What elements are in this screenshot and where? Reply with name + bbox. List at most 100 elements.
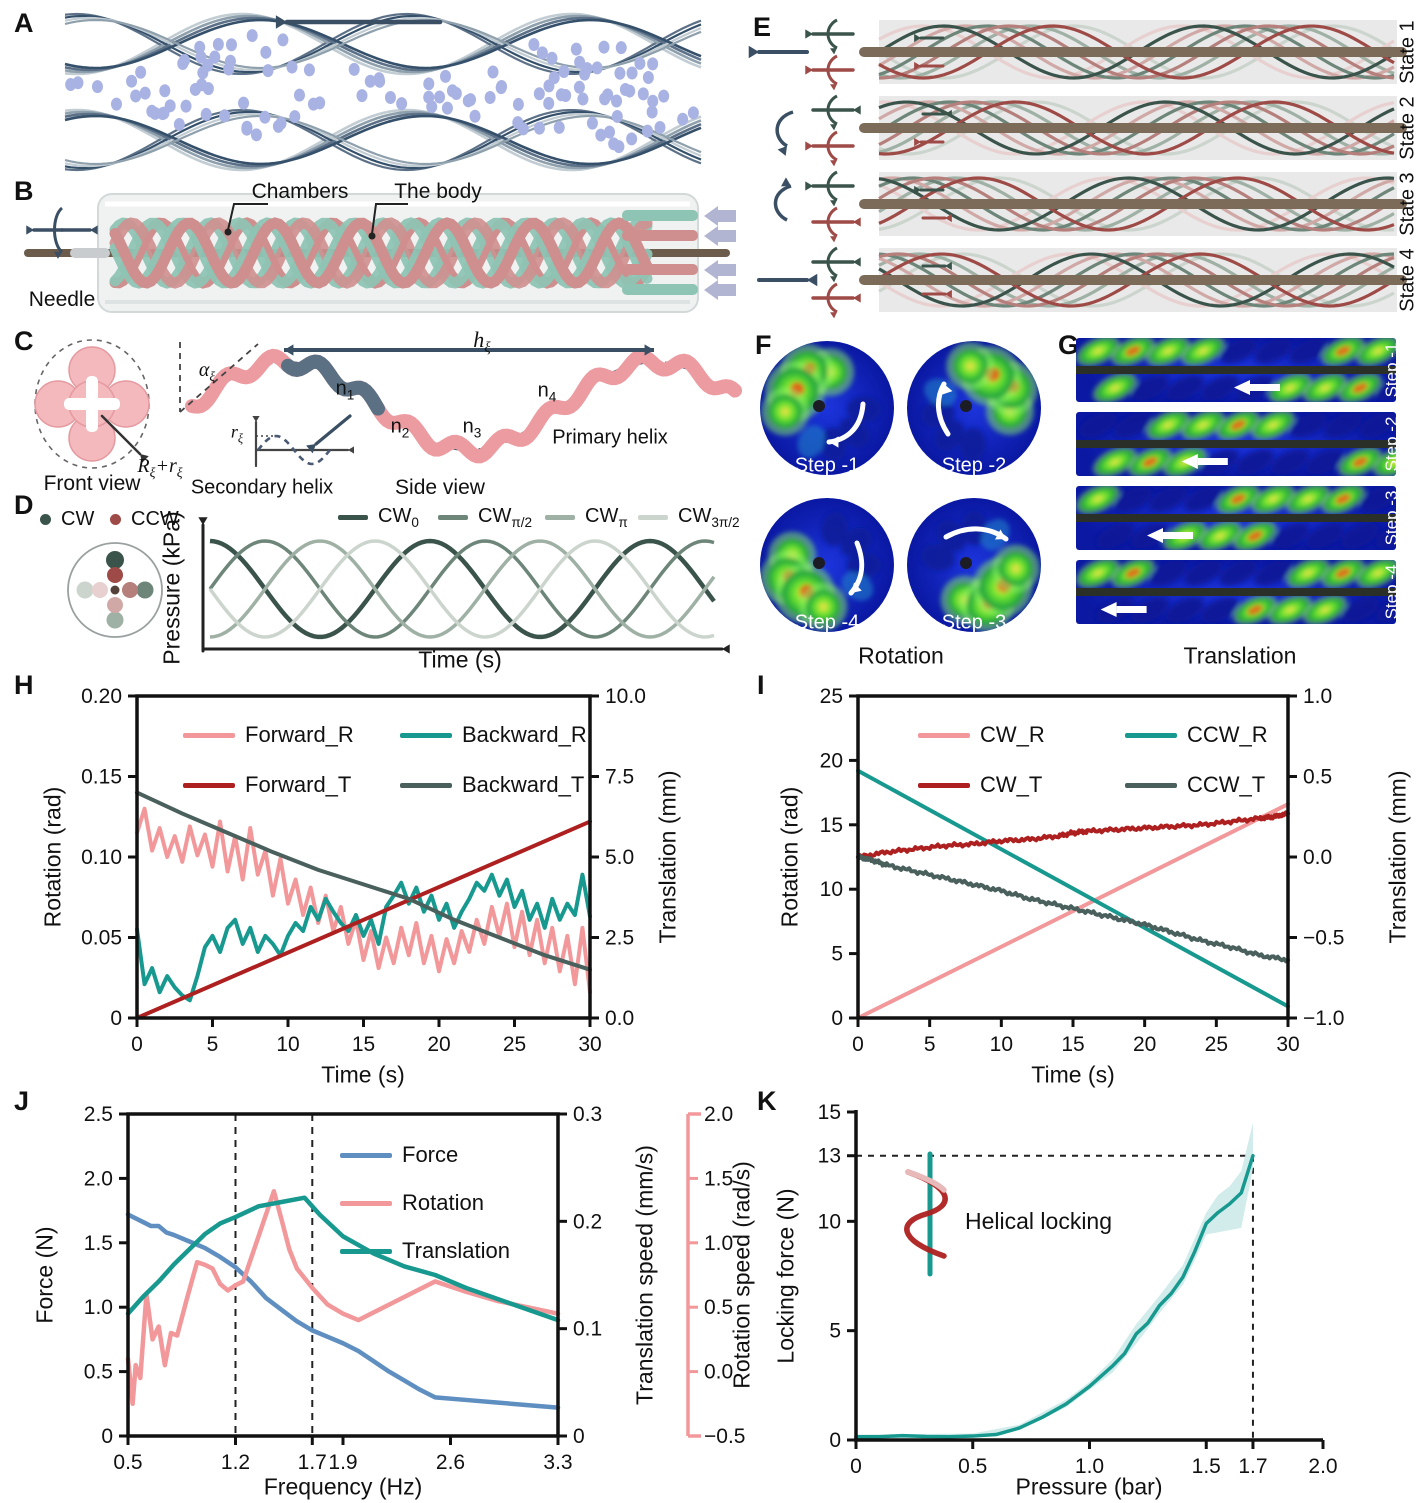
series-Force xyxy=(125,1212,561,1410)
cw-helix-arrow-icon xyxy=(811,94,861,131)
phase-dot xyxy=(107,597,123,613)
series-Backward_T xyxy=(135,790,592,972)
phase-dot xyxy=(106,611,124,629)
svg-text:1.0: 1.0 xyxy=(84,1296,113,1319)
j-xlabel: Frequency (Hz) xyxy=(263,1473,423,1500)
svg-text:15: 15 xyxy=(820,814,843,837)
svg-text:20: 20 xyxy=(820,749,843,772)
needle-dot xyxy=(813,400,825,412)
h-ylabel-right: Translation (mm) xyxy=(654,770,681,944)
ccw-dot-legend: CCW xyxy=(110,508,179,531)
inlet-arrow-icon xyxy=(704,280,736,300)
svg-text:0: 0 xyxy=(852,1033,864,1056)
series-Forward_R xyxy=(135,806,592,995)
rotation-step-arrow xyxy=(943,526,1009,542)
panel-label-h: H xyxy=(14,670,34,700)
translate-rotate-icon xyxy=(26,206,98,259)
svg-text:1.0: 1.0 xyxy=(1303,685,1332,708)
svg-text:2.0: 2.0 xyxy=(84,1167,113,1190)
svg-text:0: 0 xyxy=(101,1425,113,1448)
helical-locking-annotation: Helical locking xyxy=(965,1208,1113,1234)
needle-label: Needle xyxy=(28,288,96,311)
ccw-dot-icon xyxy=(110,514,121,525)
svg-text:0.5: 0.5 xyxy=(704,1296,733,1319)
svg-text:2.5: 2.5 xyxy=(605,927,634,950)
state-1-label: State 1 xyxy=(1396,20,1419,84)
needle-rod xyxy=(1076,588,1396,596)
phase-dot xyxy=(92,582,108,598)
svg-text:2.0: 2.0 xyxy=(704,1103,733,1126)
rotation-caption: Rotation xyxy=(858,642,944,669)
f-step-1-label: Step -1 xyxy=(794,454,860,477)
svg-text:10.0: 10.0 xyxy=(605,685,646,708)
cw-dot-icon xyxy=(40,514,51,525)
svg-text:0: 0 xyxy=(110,1007,122,1030)
series-Locking force xyxy=(854,1153,1255,1439)
svg-text:−1.0: −1.0 xyxy=(1303,1007,1344,1030)
h-legend-backward-t: Backward_T xyxy=(400,772,584,798)
needle-rod xyxy=(859,47,1407,57)
panel-d-pressure-waves-chart xyxy=(67,517,730,654)
f-step-4-label: Step -4 xyxy=(794,611,860,634)
svg-text:1.0: 1.0 xyxy=(704,1232,733,1255)
fea-side-strip xyxy=(1076,560,1396,624)
panel-e-states xyxy=(748,18,1407,319)
rotation-step-arrow xyxy=(848,540,865,596)
panel-c-geometry xyxy=(34,339,742,469)
svg-text:13: 13 xyxy=(818,1145,841,1168)
j-ylabel-left: Force (N) xyxy=(31,1226,58,1324)
svg-text:0: 0 xyxy=(573,1425,585,1448)
chart-i-svg: 0 5 10 15 20 25 30 0 5 10 15 20 25 −1.0 −0.5 0.0 0.5 1.0 xyxy=(820,685,1345,1056)
series-Rotation xyxy=(125,1189,561,1407)
cw-helix-arrow-icon xyxy=(805,170,855,207)
fea-side-strip xyxy=(1076,412,1396,476)
g-step-3-label: Step -3 xyxy=(1382,490,1401,546)
svg-text:5: 5 xyxy=(831,943,843,966)
svg-text:10: 10 xyxy=(990,1033,1013,1056)
series-CW_T xyxy=(856,810,1290,859)
svg-text:−0.5: −0.5 xyxy=(1303,927,1344,950)
svg-text:10: 10 xyxy=(820,878,843,901)
svg-text:2.0: 2.0 xyxy=(1308,1455,1337,1478)
needle-rod xyxy=(1076,440,1396,448)
svg-text:0.0: 0.0 xyxy=(605,1007,634,1030)
svg-text:1.9: 1.9 xyxy=(328,1451,357,1474)
phase-dot xyxy=(136,581,154,599)
state-4-label: State 4 xyxy=(1396,248,1419,312)
chambers-label: Chambers xyxy=(251,180,349,203)
svg-text:0.5: 0.5 xyxy=(113,1451,142,1474)
fea-side-strip xyxy=(1076,486,1396,550)
secondary-helix-caption: Secondary helix xyxy=(190,476,334,499)
legend-cw-3pi2: CW3π/2 xyxy=(638,505,740,530)
svg-text:25: 25 xyxy=(820,685,843,708)
panel-label-e: E xyxy=(753,12,772,42)
series-Translation xyxy=(125,1195,561,1323)
svg-text:0.20: 0.20 xyxy=(81,685,122,708)
pressure-wave-1 xyxy=(208,539,715,639)
svg-text:10: 10 xyxy=(276,1033,299,1056)
svg-text:20: 20 xyxy=(427,1033,450,1056)
svg-text:1.0: 1.0 xyxy=(1075,1455,1104,1478)
front-view-caption: Front view xyxy=(43,472,141,495)
secondary-helix-inset xyxy=(252,416,354,468)
panel-label-i: I xyxy=(757,670,765,700)
ccw-helix-arrow-icon xyxy=(811,206,861,243)
cw-helix-arrow-icon xyxy=(811,246,861,283)
series-Forward_T xyxy=(135,819,592,1020)
svg-text:0.3: 0.3 xyxy=(573,1103,602,1126)
i-xlabel: Time (s) xyxy=(1031,1061,1115,1088)
needle-rod xyxy=(859,275,1407,285)
svg-text:2.5: 2.5 xyxy=(84,1103,113,1126)
helical-locking-icon xyxy=(904,1151,948,1277)
h-xlabel: Time (s) xyxy=(321,1061,405,1088)
svg-text:0.05: 0.05 xyxy=(81,927,122,950)
r-xi-label: rξ xyxy=(230,421,244,446)
svg-text:30: 30 xyxy=(1276,1033,1299,1056)
panel-label-d: D xyxy=(14,490,34,520)
svg-text:0: 0 xyxy=(131,1033,143,1056)
legend-cw0: CW0 xyxy=(338,505,419,530)
svg-text:0.2: 0.2 xyxy=(573,1210,602,1233)
svg-text:0.15: 0.15 xyxy=(81,766,122,789)
svg-text:1.7: 1.7 xyxy=(298,1451,327,1474)
svg-text:0: 0 xyxy=(850,1455,862,1478)
